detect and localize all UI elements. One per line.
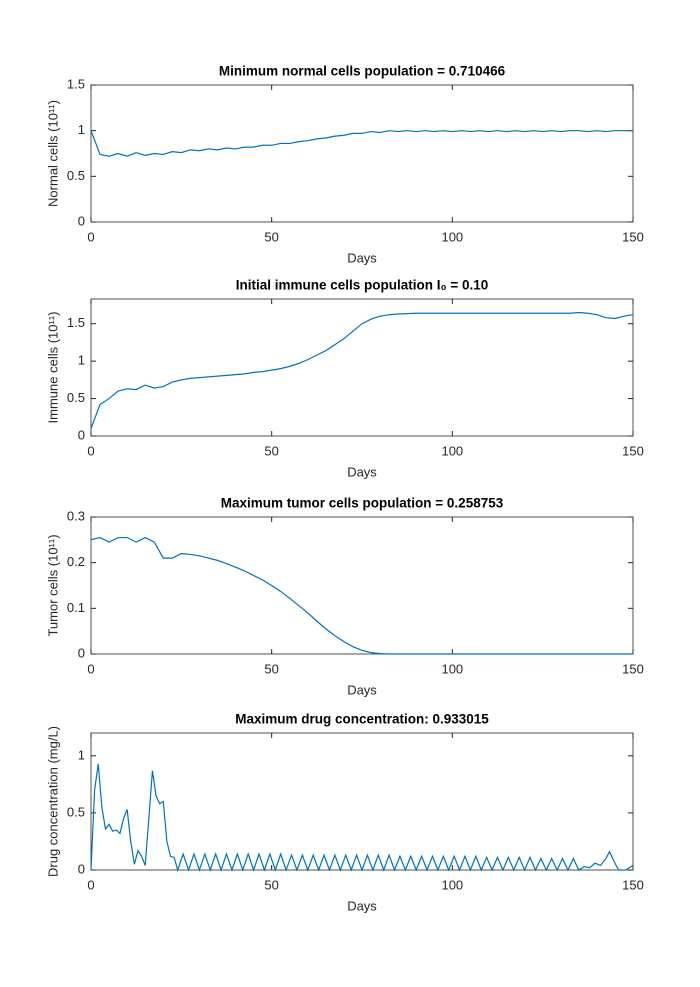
y-tick-label: 0.5: [67, 168, 85, 183]
x-tick-label: 100: [441, 661, 463, 676]
y-tick-label: 0: [78, 861, 85, 876]
chart-title: Maximum drug concentration: 0.933015: [235, 712, 489, 727]
x-tick-label: 0: [87, 443, 94, 458]
y-tick-label: 1: [78, 353, 85, 368]
chart-title: Initial immune cells population I₀ = 0.1…: [236, 278, 489, 293]
subplot: Initial immune cells population I₀ = 0.1…: [45, 278, 643, 480]
x-axis-label: Days: [347, 898, 377, 913]
axes-box: [90, 298, 634, 437]
axes-box: [90, 732, 634, 871]
x-tick-label: 150: [622, 443, 644, 458]
data-line: [90, 311, 634, 429]
x-tick-label: 150: [622, 229, 644, 244]
subplot: Minimum normal cells population = 0.7104…: [45, 64, 643, 266]
x-axis-label: Days: [347, 250, 377, 265]
x-tick-label: 100: [441, 877, 463, 892]
data-line: [90, 536, 633, 655]
y-tick-label: 0.3: [67, 508, 85, 523]
x-tick-label: 0: [87, 229, 94, 244]
y-tick-label: 0.5: [67, 390, 85, 405]
axes-box: [90, 516, 634, 655]
y-axis-label: Tumor cells (10¹¹): [45, 534, 60, 636]
y-tick-label: 1.5: [67, 76, 85, 91]
x-tick-label: 0: [87, 661, 94, 676]
x-tick-label: 50: [264, 877, 278, 892]
subplot: Maximum drug concentration: 0.933015 Days…: [45, 712, 643, 914]
subplot: Maximum tumor cells population = 0.25875…: [45, 496, 643, 698]
y-axis-label: Normal cells (10¹¹): [45, 100, 60, 207]
x-tick-label: 100: [441, 229, 463, 244]
axes-box: [90, 84, 634, 223]
y-tick-label: 1: [78, 747, 85, 762]
y-tick-label: 1: [78, 122, 85, 137]
y-tick-label: 0.2: [67, 554, 85, 569]
x-tick-label: 50: [264, 229, 278, 244]
y-axis-label: Immune cells (10¹¹): [45, 312, 60, 424]
x-axis-label: Days: [347, 464, 377, 479]
x-tick-label: 100: [441, 443, 463, 458]
y-axis-label: Drug concentration (mg/L): [45, 726, 60, 877]
y-tick-label: 0.5: [67, 804, 85, 819]
data-line: [90, 763, 634, 873]
chart-title: Minimum normal cells population = 0.7104…: [219, 64, 506, 79]
y-tick-label: 0: [78, 645, 85, 660]
data-line: [90, 130, 633, 157]
y-tick-label: 0: [78, 213, 85, 228]
y-tick-label: 0.1: [67, 600, 85, 615]
y-tick-label: 0: [78, 427, 85, 442]
x-tick-label: 50: [264, 661, 278, 676]
y-tick-label: 1.5: [67, 315, 85, 330]
chart-title: Maximum tumor cells population = 0.25875…: [221, 496, 504, 511]
x-tick-label: 150: [622, 661, 644, 676]
x-tick-label: 50: [264, 443, 278, 458]
x-tick-label: 150: [622, 877, 644, 892]
x-axis-label: Days: [347, 682, 377, 697]
x-tick-label: 0: [87, 877, 94, 892]
